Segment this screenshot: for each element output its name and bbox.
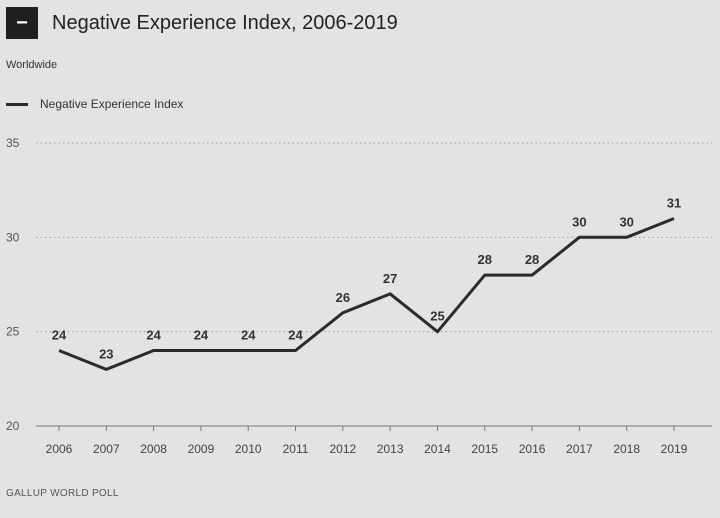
x-tick-label: 2009 (188, 442, 215, 456)
x-tick-label: 2019 (661, 442, 688, 456)
x-tick-label: 2016 (519, 442, 546, 456)
title-row: − Negative Experience Index, 2006-2019 (6, 7, 398, 39)
data-label: 23 (99, 346, 113, 361)
y-tick-label: 30 (6, 230, 20, 244)
chart-title: Negative Experience Index, 2006-2019 (52, 11, 398, 34)
data-label: 28 (525, 252, 539, 267)
data-label: 24 (288, 328, 303, 343)
y-tick-label: 25 (6, 325, 20, 339)
legend: Negative Experience Index (6, 97, 183, 111)
y-tick-label: 20 (6, 419, 20, 433)
data-label: 30 (572, 214, 586, 229)
data-label: 24 (194, 328, 209, 343)
data-label: 25 (430, 309, 444, 324)
legend-label: Negative Experience Index (40, 97, 184, 111)
x-tick-label: 2011 (283, 442, 309, 456)
series-line (58, 217, 675, 372)
y-tick-label: 35 (6, 136, 20, 150)
x-tick-label: 2012 (329, 442, 356, 456)
x-tick-label: 2018 (613, 442, 640, 456)
x-tick-label: 2006 (46, 442, 73, 456)
data-label: 27 (383, 271, 397, 286)
data-label: 30 (619, 214, 633, 229)
data-label: 24 (146, 328, 161, 343)
x-tick-label: 2013 (377, 442, 404, 456)
legend-swatch (6, 102, 28, 106)
x-tick-label: 2008 (140, 442, 167, 456)
source-note: GALLUP WORLD POLL (6, 488, 119, 499)
data-label: 31 (667, 195, 681, 210)
data-label: 28 (478, 252, 492, 267)
data-label: 26 (336, 290, 350, 305)
x-tick-label: 2015 (471, 442, 498, 456)
x-tick-label: 2010 (235, 442, 262, 456)
x-tick-label: 2007 (93, 442, 120, 456)
data-label: 24 (241, 328, 256, 343)
chart-subtitle: Worldwide (6, 59, 58, 71)
x-tick-label: 2017 (566, 442, 593, 456)
x-tick-label: 2014 (424, 442, 451, 456)
collapse-button[interactable]: − (6, 7, 38, 39)
data-label: 24 (52, 328, 67, 343)
